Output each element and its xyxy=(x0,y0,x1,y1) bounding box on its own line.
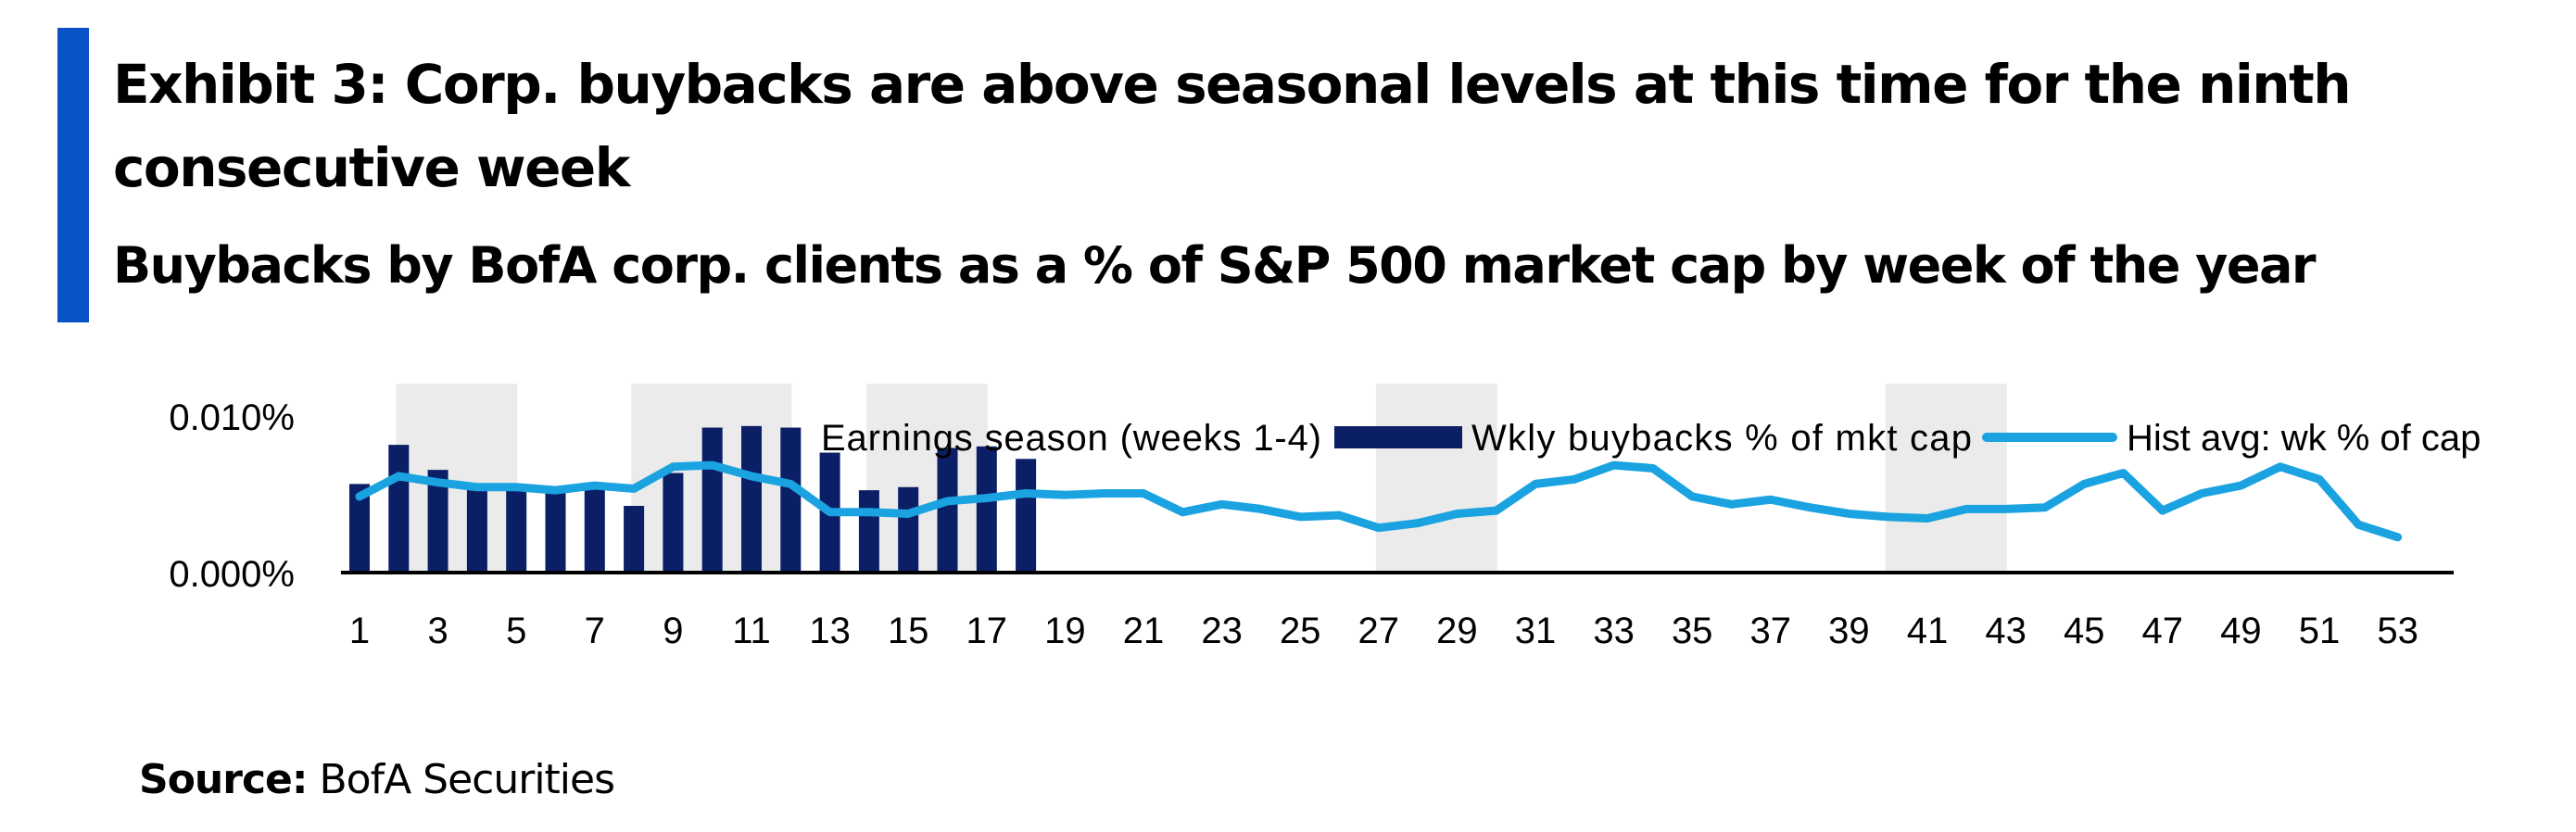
x-tick-label: 45 xyxy=(2064,611,2105,651)
x-tick-label: 3 xyxy=(427,611,448,651)
accent-bar xyxy=(57,28,89,322)
earnings-season-band xyxy=(866,384,988,572)
x-tick-label: 21 xyxy=(1123,611,1165,651)
x-tick-label: 15 xyxy=(888,611,929,651)
buyback-bar xyxy=(976,446,997,572)
x-tick-label: 5 xyxy=(506,611,526,651)
x-tick-label: 43 xyxy=(1985,611,2027,651)
buyback-chart: 0.010%0.000%1 3 5 7 9 11 13 15 17 19 21 23 25 27 29 31 3… xyxy=(169,384,2481,651)
x-tick-label: 47 xyxy=(2142,611,2184,651)
y-tick-label: 0.010% xyxy=(169,397,295,438)
x-tick-label: 7 xyxy=(585,611,605,651)
buyback-bar xyxy=(624,506,645,572)
x-tick-label: 49 xyxy=(2220,611,2262,651)
x-tick-label: 31 xyxy=(1515,611,1557,651)
buyback-bar xyxy=(701,427,723,572)
hist-avg-line xyxy=(355,460,2403,542)
source-label: Source: xyxy=(139,756,308,803)
buyback-bar xyxy=(1016,459,1037,572)
buyback-bar xyxy=(858,490,879,572)
x-tick-label: 53 xyxy=(2377,611,2418,651)
buyback-bar xyxy=(741,425,762,572)
chart-title: Exhibit 3: Corp. buybacks are above seas… xyxy=(113,53,2352,199)
x-tick-label: 51 xyxy=(2299,611,2341,651)
buyback-bar xyxy=(545,491,566,572)
buyback-bar xyxy=(349,484,370,572)
legend-bar-label: Wkly buybacks % of mkt cap xyxy=(1471,418,1972,459)
x-tick-label: 39 xyxy=(1828,611,1870,651)
source-text: BofA Securities xyxy=(319,756,615,803)
buyback-bar xyxy=(466,486,487,572)
x-tick-label: 17 xyxy=(966,611,1008,651)
x-tick-label: 11 xyxy=(732,611,771,651)
legend-earnings-season: Earnings season (weeks 1-4) xyxy=(821,418,1321,459)
x-tick-label: 29 xyxy=(1436,611,1478,651)
chart-subtitle: Buybacks by BofA corp. clients as a % of… xyxy=(113,236,2317,295)
y-tick-label: 0.000% xyxy=(169,554,295,595)
x-tick-label: 37 xyxy=(1750,611,1792,651)
legend-bar-swatch xyxy=(1334,426,1462,448)
buyback-bar xyxy=(584,486,605,572)
x-tick-label: 9 xyxy=(663,611,683,651)
buyback-bar xyxy=(780,427,802,572)
x-tick-label: 13 xyxy=(809,611,851,651)
buyback-bar xyxy=(427,470,448,572)
x-tick-label: 41 xyxy=(1907,611,1949,651)
buyback-bar xyxy=(937,448,958,572)
x-tick-label: 25 xyxy=(1280,611,1321,651)
buyback-bar xyxy=(506,485,527,572)
legend-line-label: Hist avg: wk % of cap xyxy=(2127,418,2481,459)
x-tick-label: 23 xyxy=(1201,611,1243,651)
x-tick-label: 33 xyxy=(1593,611,1635,651)
x-tick-label: 27 xyxy=(1358,611,1400,651)
source-note: Source: BofA Securities xyxy=(139,752,615,808)
buyback-bar xyxy=(663,473,684,572)
x-tick-label: 35 xyxy=(1672,611,1713,651)
buyback-bar xyxy=(898,486,919,572)
earnings-season-band xyxy=(1885,384,2007,572)
buyback-bar xyxy=(388,445,410,572)
x-tick-label: 19 xyxy=(1044,611,1086,651)
x-tick-label: 1 xyxy=(349,611,370,651)
earnings-season-band xyxy=(1375,384,1497,572)
